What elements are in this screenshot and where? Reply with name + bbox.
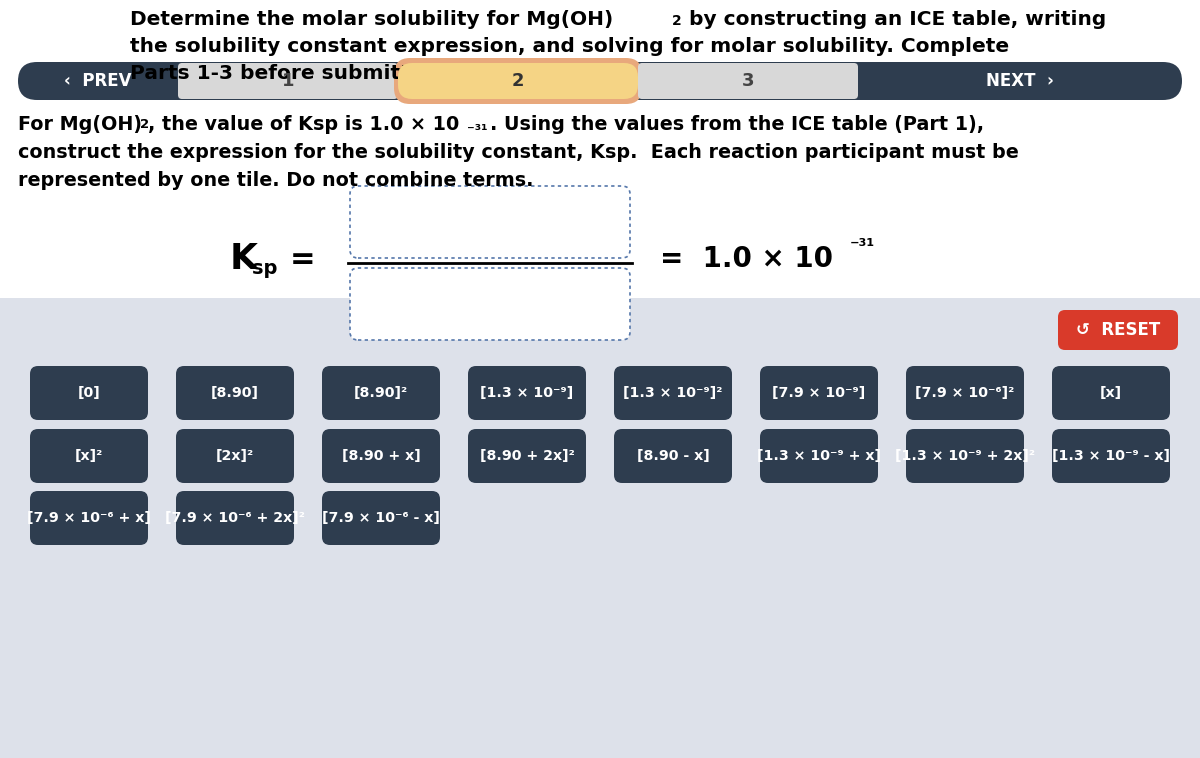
Text: =: = [290,245,316,274]
Text: represented by one tile. Do not combine terms.: represented by one tile. Do not combine … [18,171,534,190]
FancyBboxPatch shape [322,429,440,483]
FancyBboxPatch shape [394,58,642,104]
Text: [8.90 - x]: [8.90 - x] [637,449,709,463]
Text: [1.3 × 10⁻⁹ + x]: [1.3 × 10⁻⁹ + x] [757,449,881,463]
Bar [0,0,1200,298]
FancyBboxPatch shape [176,429,294,483]
Text: 3: 3 [742,72,755,90]
Bar [0,298,1200,758]
FancyBboxPatch shape [760,429,878,483]
Text: [7.9 × 10⁻⁶]²: [7.9 × 10⁻⁶]² [916,386,1015,400]
Text: [0]: [0] [78,386,101,400]
Text: [8.90]: [8.90] [211,386,259,400]
Text: [x]: [x] [1100,386,1122,400]
FancyBboxPatch shape [1052,429,1170,483]
FancyBboxPatch shape [614,366,732,420]
FancyBboxPatch shape [468,429,586,483]
Text: K: K [230,242,258,276]
FancyBboxPatch shape [906,366,1024,420]
FancyBboxPatch shape [322,491,440,545]
FancyBboxPatch shape [322,366,440,420]
FancyBboxPatch shape [398,63,638,99]
Text: construct the expression for the solubility constant, Ksp.  Each reaction partic: construct the expression for the solubil… [18,143,1019,162]
FancyBboxPatch shape [30,366,148,420]
FancyBboxPatch shape [614,429,732,483]
FancyBboxPatch shape [18,62,1182,100]
Text: [7.9 × 10⁻⁶ + x]: [7.9 × 10⁻⁶ + x] [28,511,151,525]
Text: [2x]²: [2x]² [216,449,254,463]
Text: [7.9 × 10⁻⁶ + 2x]²: [7.9 × 10⁻⁶ + 2x]² [166,511,305,525]
Text: 2: 2 [140,118,149,131]
FancyBboxPatch shape [906,429,1024,483]
FancyBboxPatch shape [350,186,630,258]
Text: [1.3 × 10⁻⁹ - x]: [1.3 × 10⁻⁹ - x] [1052,449,1170,463]
Text: , the value of Ksp is 1.0 × 10: , the value of Ksp is 1.0 × 10 [148,115,460,134]
FancyBboxPatch shape [30,429,148,483]
Text: NEXT  ›: NEXT › [986,72,1054,90]
Text: [x]²: [x]² [74,449,103,463]
FancyBboxPatch shape [638,63,858,99]
Text: =  1.0 × 10: = 1.0 × 10 [660,245,833,273]
Text: [1.3 × 10⁻⁹ + 2x]²: [1.3 × 10⁻⁹ + 2x]² [895,449,1034,463]
Text: Determine the molar solubility for Mg(OH): Determine the molar solubility for Mg(OH… [130,10,613,29]
Text: [8.90]²: [8.90]² [354,386,408,400]
Text: 2: 2 [511,72,524,90]
FancyBboxPatch shape [1052,366,1170,420]
Text: [7.9 × 10⁻⁹]: [7.9 × 10⁻⁹] [773,386,865,400]
Text: ⁻³¹: ⁻³¹ [467,123,487,138]
Text: 2: 2 [672,14,682,28]
FancyBboxPatch shape [176,491,294,545]
Text: Parts 1-3 before submitting your answer.: Parts 1-3 before submitting your answer. [130,64,598,83]
Text: [1.3 × 10⁻⁹]²: [1.3 × 10⁻⁹]² [623,386,722,400]
Text: For Mg(OH): For Mg(OH) [18,115,142,134]
Text: sp: sp [252,259,277,278]
FancyBboxPatch shape [468,366,586,420]
Text: [8.90 + 2x]²: [8.90 + 2x]² [480,449,575,463]
Text: the solubility constant expression, and solving for molar solubility. Complete: the solubility constant expression, and … [130,37,1009,56]
Text: by constructing an ICE table, writing: by constructing an ICE table, writing [682,10,1106,29]
Text: ⁻³¹: ⁻³¹ [850,238,875,256]
FancyBboxPatch shape [176,366,294,420]
Text: ‹  PREV: ‹ PREV [65,72,132,90]
Text: [7.9 × 10⁻⁶ - x]: [7.9 × 10⁻⁶ - x] [322,511,440,525]
Text: . Using the values from the ICE table (Part 1),: . Using the values from the ICE table (P… [490,115,984,134]
FancyBboxPatch shape [1058,310,1178,350]
FancyBboxPatch shape [760,366,878,420]
Text: [8.90 + x]: [8.90 + x] [342,449,420,463]
FancyBboxPatch shape [30,491,148,545]
FancyBboxPatch shape [178,63,398,99]
Text: [1.3 × 10⁻⁹]: [1.3 × 10⁻⁹] [480,386,574,400]
Text: 1: 1 [282,72,294,90]
Text: ↺  RESET: ↺ RESET [1076,321,1160,339]
FancyBboxPatch shape [350,268,630,340]
